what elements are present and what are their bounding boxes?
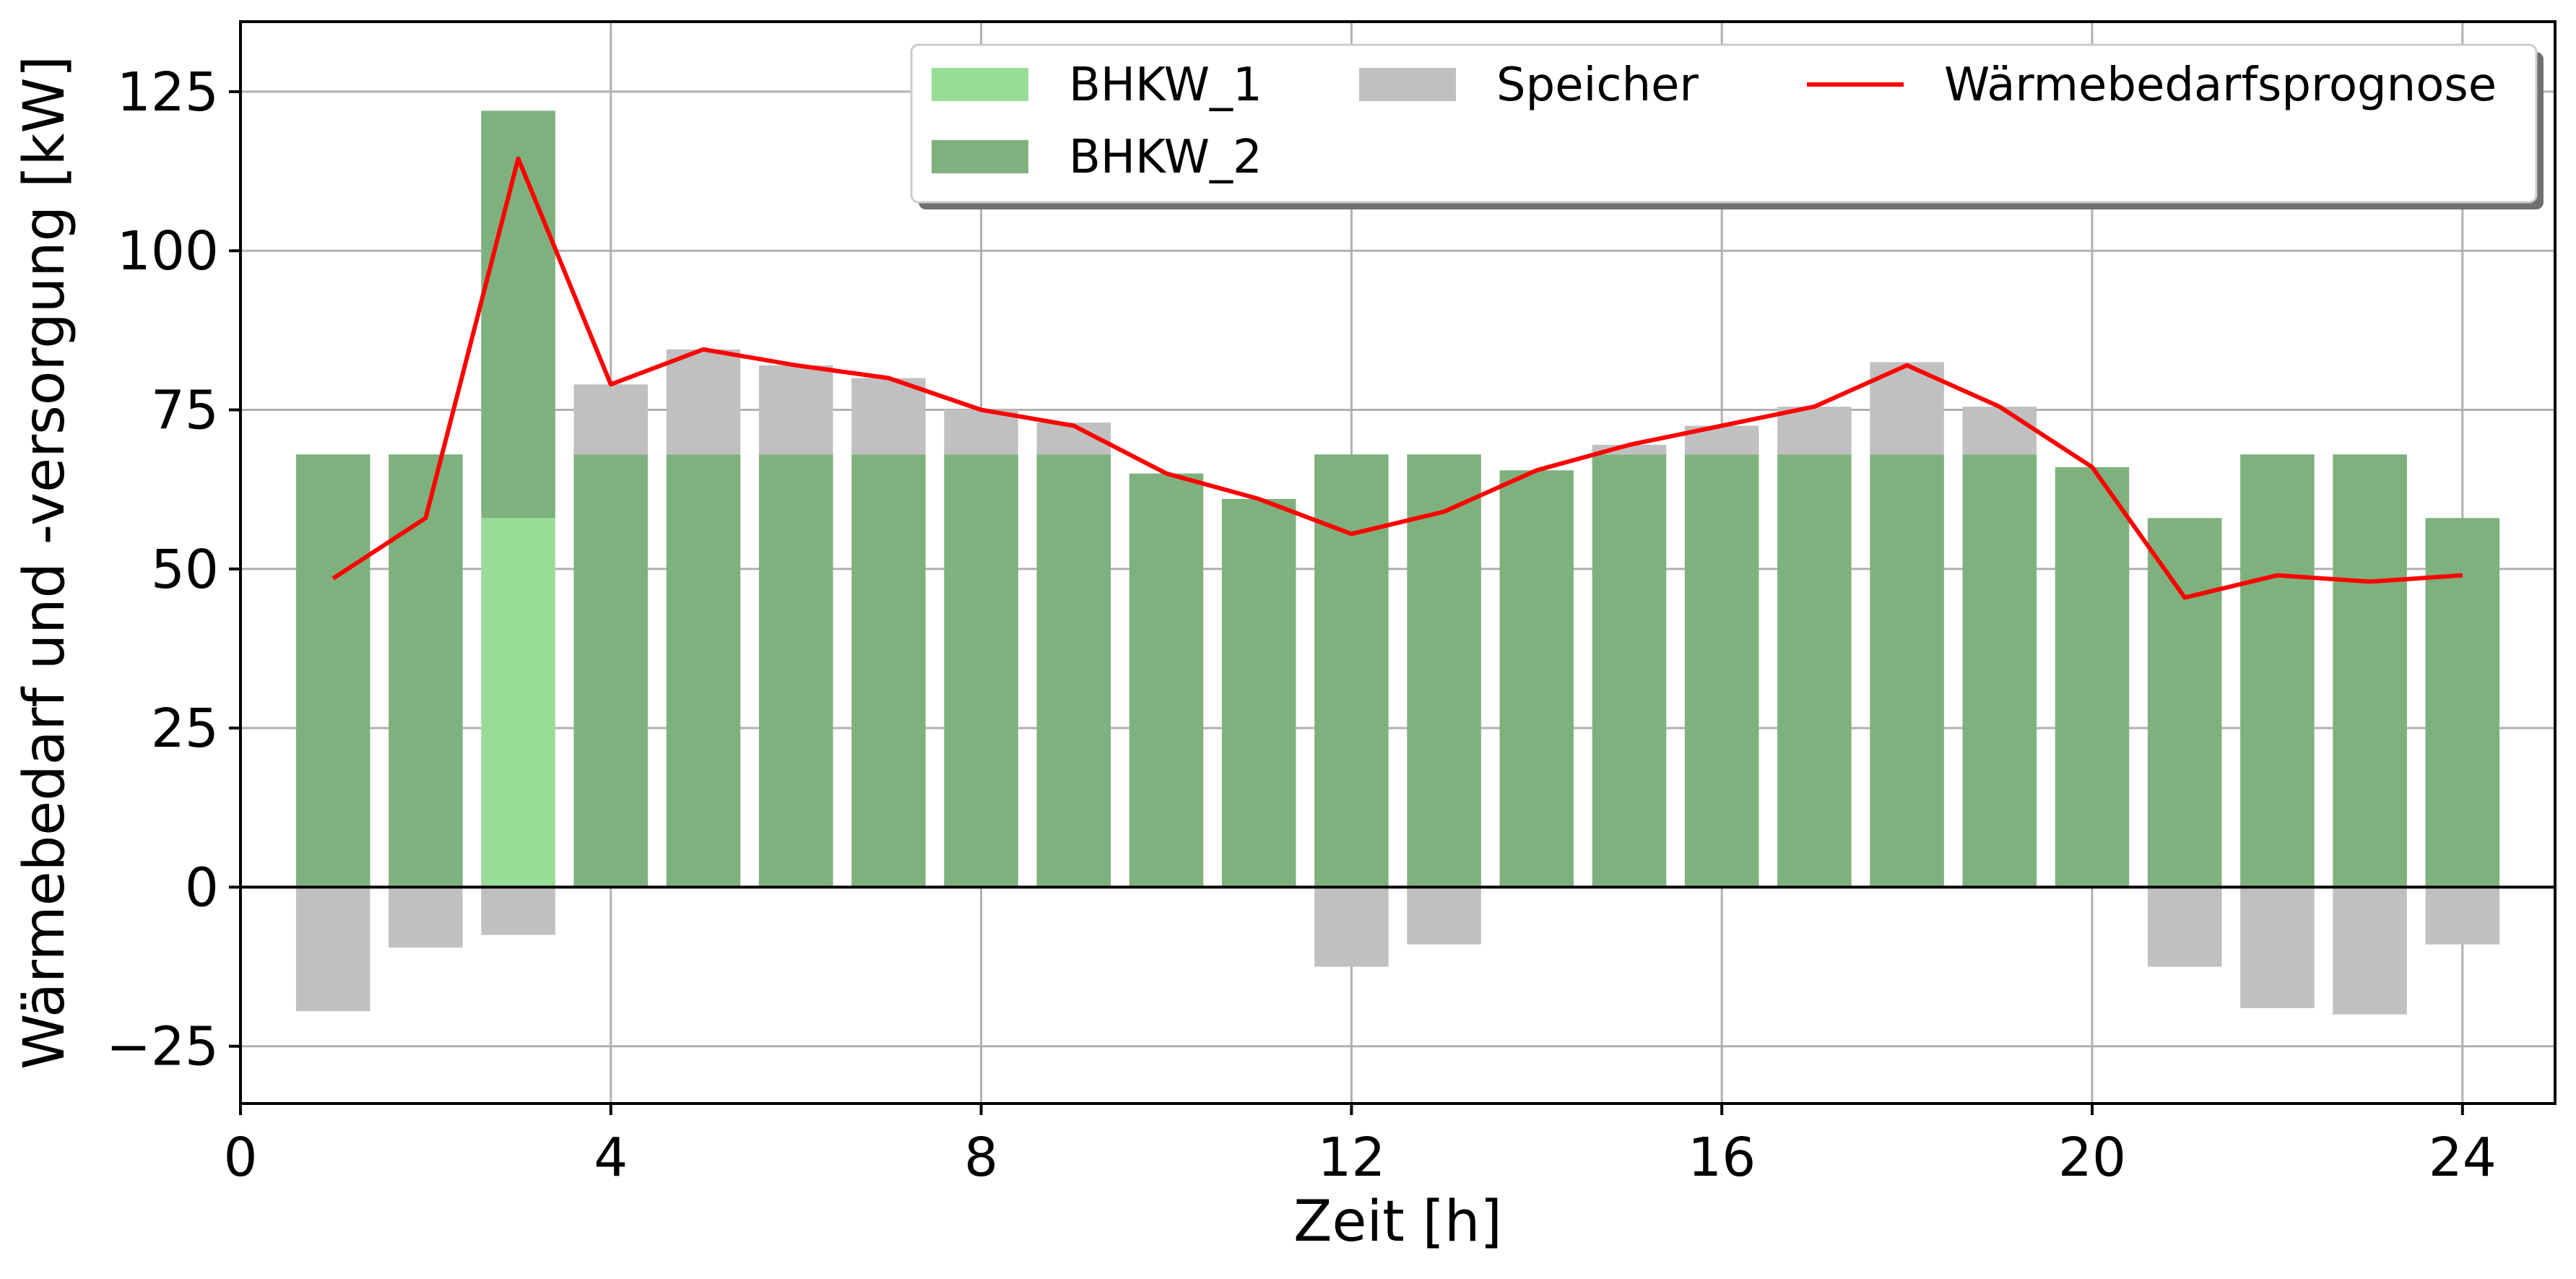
bar-bhkw-2 — [573, 454, 649, 888]
x-tick-label: 4 — [594, 1127, 628, 1189]
legend-swatch-bhkw-1 — [932, 68, 1028, 101]
bar-speicher — [2333, 887, 2407, 1015]
legend-swatch-speicher — [1359, 68, 1456, 101]
bar-speicher — [481, 887, 555, 935]
bar-bhkw-2 — [1684, 454, 1759, 888]
bar-speicher — [573, 384, 649, 455]
x-tick-label: 8 — [964, 1127, 998, 1189]
bar-bhkw-2 — [1499, 470, 1574, 888]
bar-bhkw-2 — [944, 454, 1018, 888]
y-axis-label: Wärmebedarf und -versorgung [kW] — [12, 56, 77, 1070]
x-tick-label: 16 — [1688, 1127, 1756, 1189]
legend-label-speicher: Speicher — [1496, 58, 1699, 112]
bar-speicher — [2425, 887, 2500, 945]
legend-label-bhkw-2: BHKW_2 — [1069, 131, 1262, 184]
bar-bhkw-2 — [2240, 454, 2315, 888]
y-tick-label: 25 — [151, 698, 219, 760]
bar-bhkw-2 — [1870, 454, 1944, 888]
bar-bhkw-2 — [1962, 454, 2037, 888]
bar-speicher — [1407, 887, 1481, 945]
bar-bhkw-2 — [1314, 454, 1389, 888]
x-tick-label: 0 — [223, 1127, 257, 1189]
y-tick-label: −25 — [106, 1016, 219, 1078]
bar-speicher — [295, 887, 370, 1012]
bar-speicher — [2240, 887, 2315, 1008]
line-series-forecast — [331, 156, 2463, 600]
x-tick-label: 12 — [1317, 1127, 1385, 1189]
x-axis-label: Zeit [h] — [1293, 1189, 1502, 1254]
bar-speicher — [1314, 887, 1389, 967]
bar-bhkw-2 — [2333, 454, 2407, 888]
bar-bhkw-2 — [1592, 454, 1667, 888]
bar-bhkw-2 — [1036, 454, 1111, 888]
x-tick-label: 20 — [2058, 1127, 2126, 1189]
y-tick-label: 125 — [117, 61, 219, 123]
legend-label-w-rmebedarfsprognose: Wärmebedarfsprognose — [1944, 58, 2497, 112]
bar-speicher — [944, 409, 1018, 455]
bar-bhkw-2 — [295, 454, 370, 888]
bar-bhkw-2 — [758, 454, 833, 888]
bar-bhkw-2 — [389, 454, 463, 888]
bar-speicher — [1777, 407, 1852, 455]
bar-speicher — [1962, 407, 2037, 455]
bar-bhkw-2 — [1407, 454, 1481, 888]
axis-labels: Zeit [h] Wärmebedarf und -versorgung [kW… — [12, 56, 1502, 1254]
bar-bhkw-2 — [2055, 467, 2130, 888]
bars — [295, 110, 2500, 1015]
bar-bhkw-2 — [1129, 473, 1204, 888]
bar-speicher — [758, 365, 833, 455]
legend-box — [910, 43, 2538, 204]
y-tick-label: 50 — [151, 539, 219, 601]
x-tick-label: 24 — [2429, 1127, 2497, 1189]
legend-swatch-bhkw-2 — [932, 140, 1028, 173]
plot-frame — [239, 20, 2557, 1105]
bar-bhkw-2 — [1221, 498, 1296, 888]
legend-label-bhkw-1: BHKW_1 — [1069, 58, 1262, 112]
y-tick-label: 0 — [185, 857, 219, 919]
bar-bhkw-2 — [2147, 518, 2222, 888]
bar-bhkw-2 — [481, 110, 555, 519]
y-tick-label: 75 — [151, 380, 219, 442]
bar-bhkw-2 — [666, 454, 741, 888]
legend: BHKW_1 BHKW_2 Speicher Wärmebedarfsprognose — [910, 43, 2544, 209]
bar-speicher — [389, 887, 463, 948]
bar-bhkw-1 — [481, 518, 555, 888]
bar-bhkw-2 — [851, 454, 926, 888]
y-tick-label: 100 — [117, 220, 219, 282]
plot-border — [239, 20, 2557, 1105]
bar-speicher — [666, 349, 741, 455]
bar-speicher — [851, 378, 926, 455]
forecast-line — [331, 156, 2463, 600]
bar-bhkw-2 — [1777, 454, 1852, 888]
bar-speicher — [2147, 887, 2222, 967]
bar-bhkw-2 — [2425, 518, 2500, 888]
